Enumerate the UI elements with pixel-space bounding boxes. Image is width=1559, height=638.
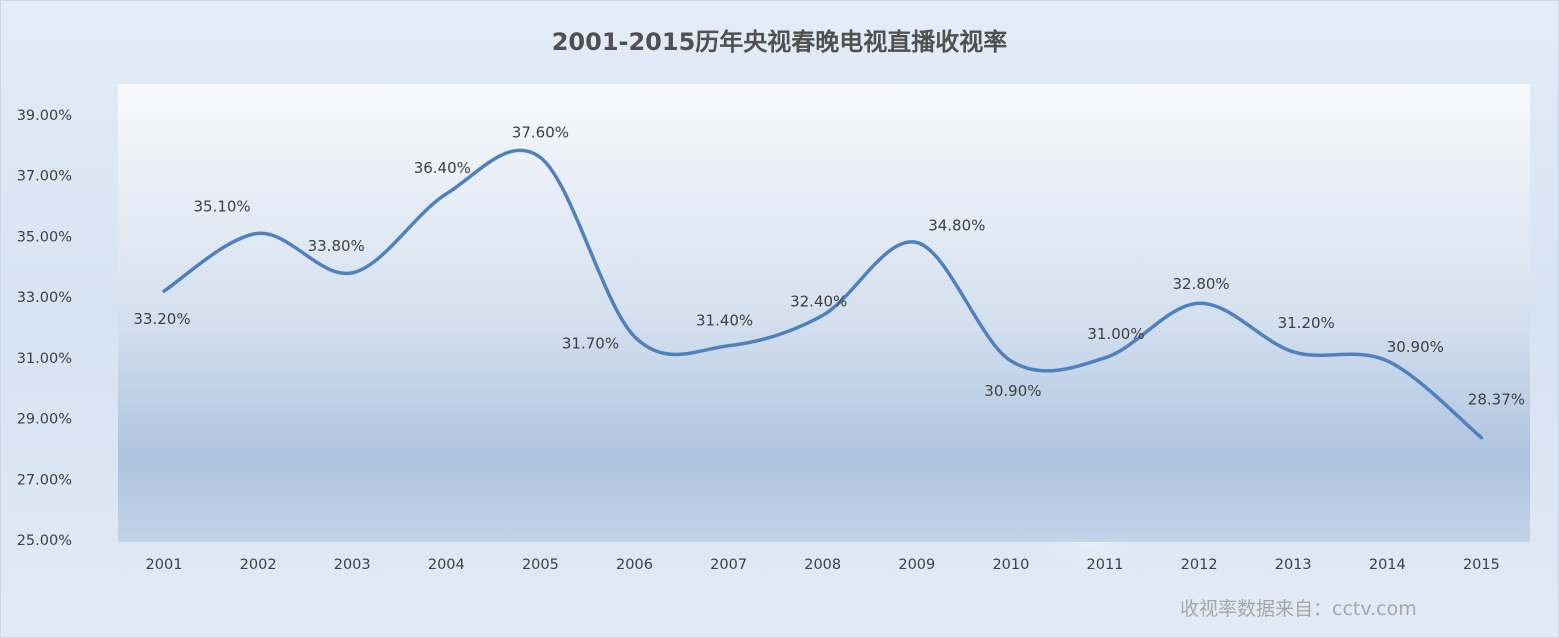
data-label: 31.70% xyxy=(562,335,619,353)
y-tick-label: 29.00% xyxy=(17,412,72,428)
x-tick-label: 2004 xyxy=(428,557,465,573)
data-label: 34.80% xyxy=(928,217,985,235)
data-label: 28.37% xyxy=(1468,391,1525,409)
data-label: 32.80% xyxy=(1172,275,1229,293)
data-label: 33.20% xyxy=(133,310,190,328)
x-tick-label: 2015 xyxy=(1463,557,1500,573)
x-tick-label: 2011 xyxy=(1087,557,1124,573)
source-note: 收视率数据来自：cctv.com xyxy=(1180,598,1417,620)
x-tick-label: 2006 xyxy=(616,557,653,573)
x-tick-label: 2012 xyxy=(1181,557,1218,573)
y-tick-label: 33.00% xyxy=(17,290,72,306)
x-tick-label: 2013 xyxy=(1275,557,1312,573)
y-axis: 25.00% 27.00% 29.00% 31.00% 33.00% 35.00% 37.0… xyxy=(17,108,72,549)
x-tick-label: 2001 xyxy=(146,557,183,573)
x-tick-label: 2003 xyxy=(334,557,371,573)
y-tick-label: 37.00% xyxy=(17,169,72,185)
data-label: 35.10% xyxy=(193,197,250,215)
chart-title: 2001-2015历年央视春晚电视直播收视率 xyxy=(551,28,1008,56)
x-tick-label: 2010 xyxy=(992,557,1029,573)
y-tick-label: 35.00% xyxy=(17,229,72,245)
data-label: 30.90% xyxy=(984,382,1041,400)
data-label: 31.20% xyxy=(1278,314,1335,332)
data-label: 33.80% xyxy=(308,237,365,255)
data-label: 31.00% xyxy=(1087,325,1144,343)
x-tick-label: 2008 xyxy=(804,557,841,573)
y-tick-label: 27.00% xyxy=(17,472,72,488)
x-tick-label: 2014 xyxy=(1369,557,1406,573)
data-label: 32.40% xyxy=(790,292,847,310)
y-tick-label: 25.00% xyxy=(17,533,72,549)
data-label: 37.60% xyxy=(512,124,569,142)
y-tick-label: 31.00% xyxy=(17,351,72,367)
x-axis: 2001 2002 2003 2004 2005 2006 2007 2008 2009 2010… xyxy=(146,557,1500,573)
series-line xyxy=(162,148,1484,440)
x-tick-label: 2005 xyxy=(522,557,559,573)
x-tick-label: 2009 xyxy=(898,557,935,573)
x-tick-label: 2002 xyxy=(240,557,277,573)
data-label: 30.90% xyxy=(1387,338,1444,356)
data-label: 36.40% xyxy=(414,159,471,177)
y-tick-label: 39.00% xyxy=(17,108,72,124)
data-label: 31.40% xyxy=(696,312,753,330)
x-tick-label: 2007 xyxy=(710,557,747,573)
data-labels: 33.20% 35.10% 33.80% 36.40% 37.60% 31.70% 31.4… xyxy=(133,124,1525,409)
